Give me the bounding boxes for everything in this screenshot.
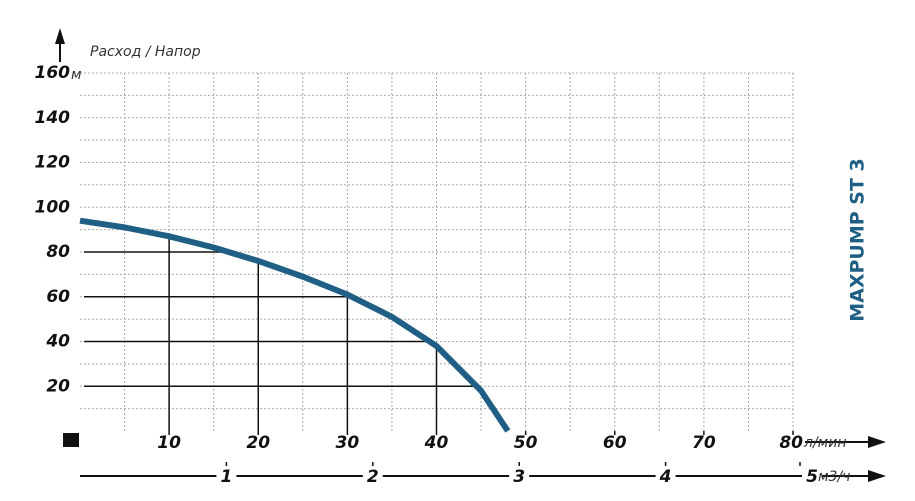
chart-title: MAXPUMP ST 3 xyxy=(847,158,869,322)
x2-arrow-head xyxy=(868,470,886,482)
x2-tick-bg xyxy=(509,466,530,486)
x-tick-label: 70 xyxy=(692,433,716,453)
x2-tick-label: 3 xyxy=(513,467,525,487)
x-tick-label: 40 xyxy=(424,433,449,453)
x-tick-label: 30 xyxy=(336,433,360,453)
y-tick-label: 120 xyxy=(35,153,71,173)
origin-marker xyxy=(63,433,79,447)
x2-tick-bg xyxy=(802,466,822,486)
y-tick-label: 20 xyxy=(46,376,70,396)
x2-tick-label: 5 xyxy=(806,467,818,487)
x-tick-label: 20 xyxy=(246,433,270,453)
x2-unit: м3/ч xyxy=(818,469,850,485)
y-label: Расход / Напор xyxy=(90,44,201,60)
x2-tick-label: 4 xyxy=(659,467,672,487)
y-tick-label: 100 xyxy=(35,197,71,217)
x-tick-label: 60 xyxy=(603,433,627,453)
x-tick-label: 10 xyxy=(157,433,181,453)
x2-tick-bg xyxy=(655,466,676,486)
x-arrow-head xyxy=(868,436,886,448)
y-tick-label: 60 xyxy=(46,287,70,307)
y-tick-label: 80 xyxy=(46,242,70,262)
y-tick-label: 140 xyxy=(35,108,71,128)
x2-tick-bg xyxy=(216,466,237,486)
pump-curve xyxy=(79,217,511,433)
x-unit: л/мин xyxy=(803,435,846,451)
x2-tick-label: 2 xyxy=(367,467,379,487)
y-unit: м xyxy=(71,67,82,83)
x-tick-label: 50 xyxy=(514,433,538,453)
x2-tick-label: 1 xyxy=(220,467,232,487)
y-tick-label: 40 xyxy=(45,332,70,352)
x-tick-label: 80 xyxy=(779,433,803,453)
y-tick-label: 160 xyxy=(35,63,71,83)
x2-tick-bg xyxy=(362,466,383,486)
y-arrow-head xyxy=(55,28,65,44)
